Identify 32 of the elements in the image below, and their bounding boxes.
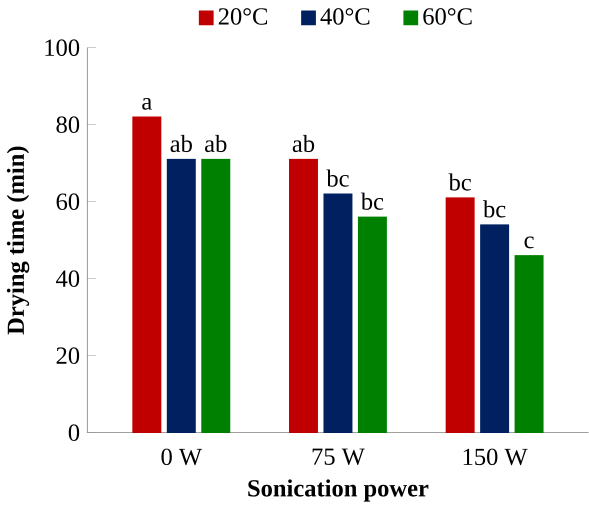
bar bbox=[358, 216, 387, 433]
y-tick-label: 0 bbox=[68, 424, 80, 441]
y-axis-title: Drying time (min) bbox=[6, 146, 30, 334]
data-label: bc bbox=[483, 200, 506, 218]
x-tick-label: 0 W bbox=[161, 448, 202, 466]
data-label: ab bbox=[170, 134, 192, 152]
y-tick-label: 40 bbox=[56, 270, 80, 287]
y-tick-label: 20 bbox=[56, 347, 80, 364]
legend-label: 60°C bbox=[423, 8, 472, 25]
y-tick-label: 60 bbox=[56, 193, 80, 210]
data-label: a bbox=[142, 98, 152, 110]
bar bbox=[201, 158, 230, 433]
x-axis-title: Sonication power bbox=[248, 479, 428, 502]
data-label: bc bbox=[326, 169, 349, 187]
legend-label: 40°C bbox=[320, 8, 370, 25]
legend-label: 20°C bbox=[218, 8, 268, 25]
data-label: bc bbox=[448, 173, 471, 190]
bar bbox=[289, 158, 318, 433]
bar bbox=[514, 254, 544, 433]
y-tick-label: 100 bbox=[45, 39, 80, 56]
data-label: ab bbox=[205, 134, 226, 152]
bar bbox=[480, 224, 510, 433]
bar bbox=[132, 116, 162, 433]
bar bbox=[166, 158, 196, 433]
bar bbox=[323, 193, 352, 433]
y-tick-label: 80 bbox=[56, 116, 80, 133]
data-label: ab bbox=[292, 134, 314, 152]
x-tick-label: 75 W bbox=[312, 448, 365, 465]
x-tick-label: 150 W bbox=[464, 448, 528, 466]
bar bbox=[446, 197, 475, 433]
data-label: c bbox=[524, 236, 534, 248]
data-label: bc bbox=[360, 192, 384, 210]
